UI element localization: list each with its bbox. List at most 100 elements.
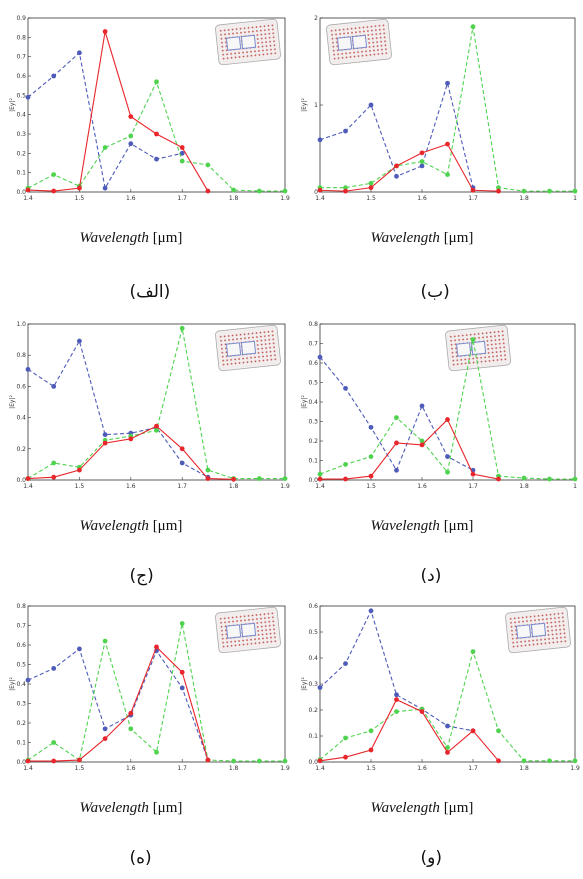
chart-jim-ytick-label: 0.2 [16,446,26,453]
chart-vav-series-red-point [317,758,323,764]
chart-be-series-red-point [496,188,501,194]
chart-he-xtick-label: 1.6 [126,765,136,772]
chart-jim-caption: (ج) [129,566,154,586]
chart-jim-xlabel-unit: [μm] [148,518,183,534]
chart-he-series-green-point [256,758,262,764]
chart-he-series-blue-point [77,646,82,652]
chart-alef-xlabel-text: Wavelength [79,230,149,246]
chart-alef-ytick-label: 0.9 [16,15,26,22]
chart-dal-inset-cavity-left [456,342,472,357]
chart-be-series-red-line [319,143,499,192]
chart-vav-panel: 1.4 1.5 1.6 1.7 1.8 1.9 0.0 0.1 0.2 0.3 0.4 0.5 0.6 |… [301,600,583,872]
chart-dal-caption: (د) [420,566,442,586]
chart-be-series-green-point [470,24,476,30]
chart-vav-plot: 1.4 1.5 1.6 1.7 1.8 1.9 0.0 0.1 0.2 0.3 0.4 0.5 0.6 |… [301,603,580,772]
chart-jim-inset-cavity-left [225,342,242,357]
chart-jim-ytick-label: 0.0 [16,477,26,484]
chart-alef-series-red-point [128,114,134,119]
chart-be-series-green-point [521,188,527,194]
chart-he-series-green-point [154,749,159,755]
chart-alef-series-red-point [154,131,159,137]
chart-he-series-red-line [28,645,209,762]
chart-he-series-green-point [231,758,237,764]
chart-he-plot: 1.4 1.5 1.6 1.7 1.8 1.9 0.0 0.1 0.2 0.3 0.4 0.5 0.6 0… [9,603,290,772]
chart-jim-series-blue-point [77,338,82,344]
chart-alef-series-green-point [154,79,159,85]
chart-vav-xtick-label: 1.5 [366,765,376,772]
chart-vav-ytick-label: 0.0 [308,759,318,766]
chart-alef-ytick-label: 0.4 [16,112,26,119]
chart-he-ytick-label: 0.4 [16,681,26,688]
chart-vav-series-red-point [470,728,476,734]
chart-alef-series-red-point [77,185,82,191]
chart-alef-ytick-label: 0.8 [16,34,26,41]
chart-dal-ytick-label: 0.6 [308,360,318,367]
chart-he-xtick-label: 1.7 [177,765,187,772]
chart-jim-series-red-point [25,476,31,481]
chart-vav-xlabel-unit: [μm] [439,800,474,816]
chart-alef-series-green-point [128,133,134,139]
chart-be-series-green-point [547,188,552,194]
chart-dal-ytick-label: 0.5 [308,380,318,387]
chart-he-ytick-label: 0.1 [16,740,26,747]
chart-vav-series-green-point [368,728,374,734]
chart-he-xlabel-text: Wavelength [79,800,149,816]
chart-he-xtick-label: 1.5 [75,765,85,772]
chart-vav-ytick-label: 0.5 [308,629,318,636]
chart-be-series-red-point [368,185,374,191]
chart-dal-series-blue-point [419,403,425,409]
chart-alef-xtick-label: 1.4 [23,195,33,202]
chart-alef-ytick-label: 0.7 [16,54,26,61]
chart-be-series-green-point [419,159,425,164]
chart-alef-series-blue-point [25,94,31,100]
chart-he-ytick-label: 0.5 [16,662,26,669]
chart-jim-series-blue-point [51,384,57,389]
chart-be-ytick-label: 0 [314,189,318,196]
chart-dal-series-red-point [470,471,476,477]
chart-he-series-blue-point [179,685,185,691]
chart-vav-ytick-label: 0.1 [308,733,318,740]
chart-alef-series-blue-point [179,150,185,156]
chart-vav-series-green-point [521,758,527,764]
chart-be-xlabel-unit: [μm] [439,230,474,246]
chart-he-inset-cavity-right [240,622,257,638]
chart-dal-ylabel: |Ey|² [301,395,308,409]
chart-dal-xtick-label: 1.6 [417,483,427,490]
chart-alef-plot: 1.4 1.5 1.6 1.7 1.8 1.9 0.0 0.1 0.2 0.3 0.4 0.5 0.6 0… [9,15,290,202]
chart-vav-series-blue-point [368,608,374,614]
chart-he-series-red-point [77,757,82,763]
chart-dal-series-blue-point [394,467,399,473]
chart-dal-xlabel-unit: [μm] [439,518,474,534]
chart-be-series-red-point [445,141,450,147]
chart-jim-series-green-point [205,467,211,473]
chart-jim-series-blue-point [179,460,185,466]
chart-dal-inset-image [445,324,512,372]
chart-dal-series-green-point [470,337,476,342]
chart-dal-series-green-point [547,476,552,482]
chart-vav-series-green-point [572,758,578,764]
chart-he-caption: (ه) [129,848,152,868]
chart-he-ytick-label: 0.8 [16,603,26,610]
chart-alef-xtick-label: 1.8 [229,195,239,202]
chart-alef-series-blue-point [77,50,82,56]
chart-jim-ytick-label: 0.4 [16,415,26,422]
chart-alef-series-green-point [256,188,262,194]
chart-alef-ylabel: |Ey|² [9,98,16,112]
chart-be-inset-cavity-left [336,36,353,51]
chart-alef-xtick-label: 1.9 [280,195,290,202]
chart-he-ytick-label: 0.6 [16,642,26,649]
chart-he-series-green-point [282,758,288,764]
chart-vav-ytick-label: 0.2 [308,707,318,714]
chart-vav-ytick-label: 0.6 [308,603,318,610]
chart-vav-series-green-point [547,758,552,764]
chart-he-xlabel: Wavelength [μm] [80,800,183,817]
chart-alef-ytick-label: 0.0 [16,189,26,196]
chart-be-series-blue-point [368,102,374,108]
chart-he-series-green-point [179,621,185,626]
chart-be-series-green-point [445,172,450,178]
chart-be-series-red-point [470,187,476,193]
chart-jim-xlabel: Wavelength [μm] [80,518,183,535]
chart-vav-series-red-point [394,697,399,702]
chart-dal-plot: 1.4 1.5 1.6 1.7 1.8 1 0.0 0.1 0.2 0.3 0.4 0.5 0.6 0.7… [301,321,578,490]
chart-alef-xtick-label: 1.5 [75,195,85,202]
